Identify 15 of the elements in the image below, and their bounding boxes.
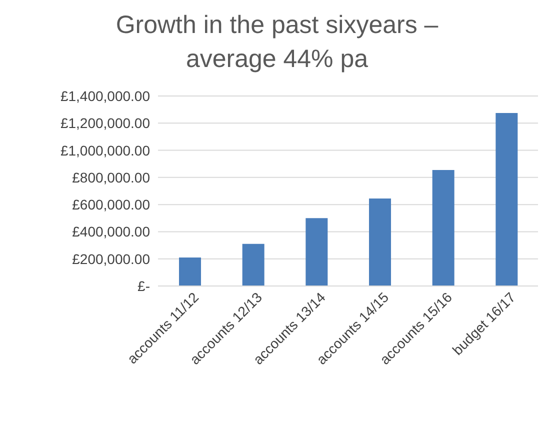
y-tick-label: £200,000.00 [72,250,150,267]
bar [242,244,264,286]
bar [369,198,391,286]
bar [179,258,201,286]
chart-title: Growth in the past sixyears – average 44% pa [114,10,440,75]
y-tick-label: £1,000,000.00 [60,142,150,158]
y-tick-label: £600,000.00 [72,196,150,213]
y-tick-label: £400,000.00 [72,224,150,240]
y-tick-label: £800,000.00 [72,169,150,186]
bar [496,112,518,286]
bar [432,170,454,286]
y-tick-label: £1,200,000.00 [60,115,150,132]
y-tick-label: £1,400,000.00 [60,88,150,104]
y-tick-label: £- [138,278,150,294]
bar [306,218,328,286]
